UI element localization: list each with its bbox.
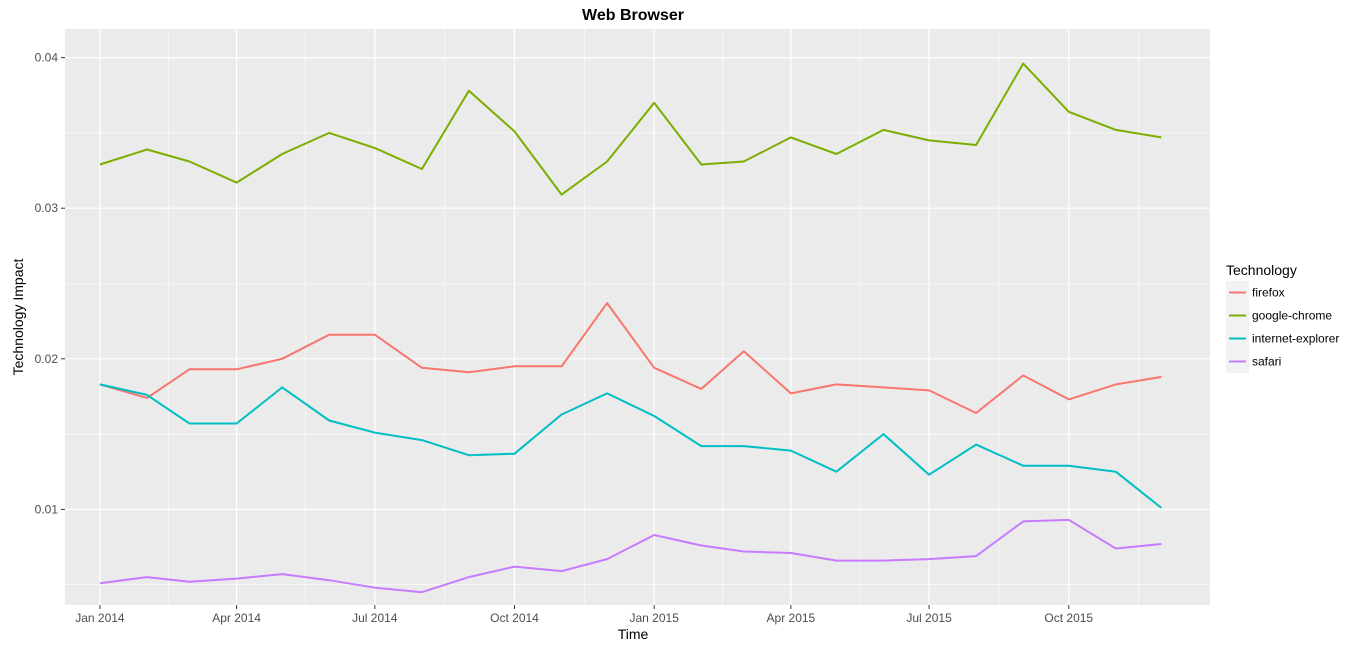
y-tick-label: 0.01: [35, 502, 59, 516]
legend-label: internet-explorer: [1252, 332, 1339, 346]
x-tick-label: Oct 2015: [1044, 611, 1093, 625]
x-axis: Jan 2014 Apr 2014 Jul 2014 Oct 2014 Jan 2015…: [75, 605, 1093, 625]
legend-label: safari: [1252, 355, 1281, 369]
legend-label: google-chrome: [1252, 309, 1332, 323]
series-lines: [99, 62, 1163, 594]
legend-items: firefox google-chrome internet-explorer saf…: [1226, 281, 1339, 373]
y-axis: 0.01 0.02 0.03 0.04: [35, 51, 65, 516]
x-tick-label: Oct 2014: [490, 611, 539, 625]
y-tick-label: 0.03: [35, 201, 59, 215]
legend-item-internet-explorer: internet-explorer: [1226, 327, 1339, 350]
legend-label: firefox: [1252, 286, 1285, 300]
chart-title: Web Browser: [582, 7, 684, 24]
legend: Technology firefox google-chrome internet-…: [1226, 262, 1339, 373]
series-line-internet-explorer: [99, 383, 1163, 509]
x-tick-label: Jul 2014: [352, 611, 398, 625]
x-axis-title: Time: [618, 626, 649, 642]
x-tick-label: Jan 2014: [75, 611, 125, 625]
x-tick-label: Jul 2015: [906, 611, 952, 625]
legend-title: Technology: [1226, 262, 1297, 278]
major-gridlines: [65, 29, 1210, 605]
legend-item-safari: safari: [1226, 350, 1281, 373]
y-tick-label: 0.04: [35, 51, 59, 65]
x-tick-label: Apr 2014: [212, 611, 261, 625]
legend-item-google-chrome: google-chrome: [1226, 304, 1332, 327]
legend-item-firefox: firefox: [1226, 281, 1285, 304]
x-tick-label: Jan 2015: [630, 611, 680, 625]
x-tick-label: Apr 2015: [767, 611, 816, 625]
y-axis-title: Technology Impact: [10, 259, 26, 376]
series-line-google-chrome: [99, 62, 1162, 196]
series-line-firefox: [99, 302, 1162, 414]
y-tick-label: 0.02: [35, 352, 59, 366]
series-line-safari: [99, 518, 1162, 594]
